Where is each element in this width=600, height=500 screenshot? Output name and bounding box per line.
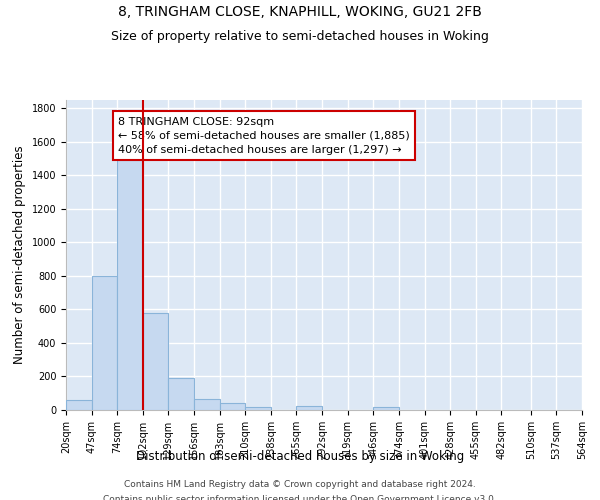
- Bar: [143, 313, 169, 410]
- Text: Contains HM Land Registry data © Crown copyright and database right 2024.: Contains HM Land Registry data © Crown c…: [124, 480, 476, 489]
- Text: Distribution of semi-detached houses by size in Woking: Distribution of semi-detached houses by …: [136, 450, 464, 463]
- Bar: [296, 406, 322, 410]
- Bar: [117, 160, 143, 410]
- Text: 8, TRINGHAM CLOSE, KNAPHILL, WOKING, GU21 2FB: 8, TRINGHAM CLOSE, KNAPHILL, WOKING, GU2…: [118, 5, 482, 19]
- Bar: [169, 378, 194, 410]
- Bar: [220, 403, 245, 410]
- Y-axis label: Number of semi-detached properties: Number of semi-detached properties: [13, 146, 26, 364]
- Bar: [373, 406, 399, 410]
- Bar: [92, 276, 117, 410]
- Text: Contains public sector information licensed under the Open Government Licence v3: Contains public sector information licen…: [103, 495, 497, 500]
- Text: 8 TRINGHAM CLOSE: 92sqm
← 58% of semi-detached houses are smaller (1,885)
40% of: 8 TRINGHAM CLOSE: 92sqm ← 58% of semi-de…: [118, 117, 410, 155]
- Bar: [245, 406, 271, 410]
- Text: Size of property relative to semi-detached houses in Woking: Size of property relative to semi-detach…: [111, 30, 489, 43]
- Bar: [66, 400, 92, 410]
- Bar: [194, 399, 220, 410]
